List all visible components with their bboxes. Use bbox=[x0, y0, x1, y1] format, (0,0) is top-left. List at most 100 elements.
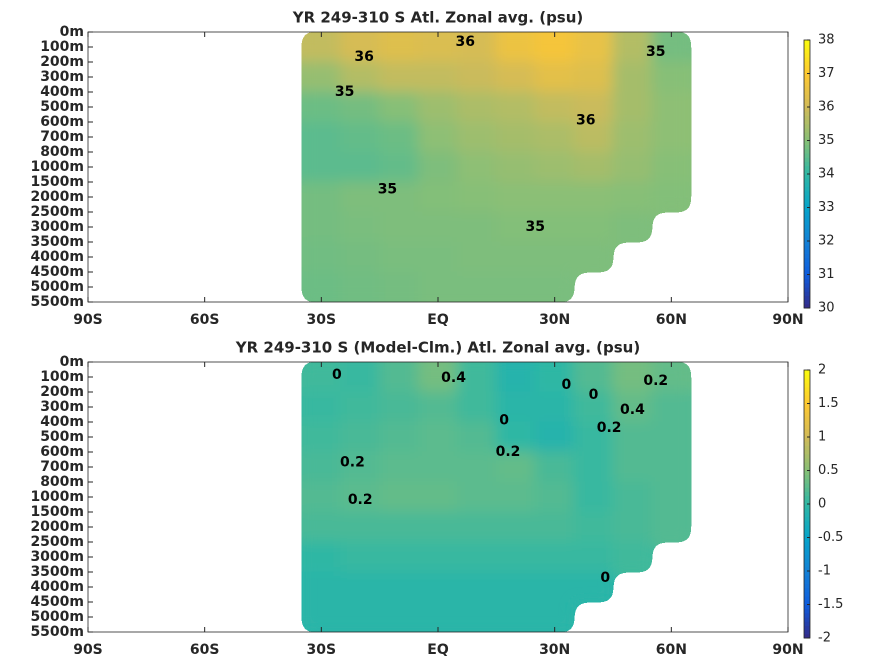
cell bbox=[651, 511, 692, 543]
contour-label: 36 bbox=[455, 34, 474, 50]
cell bbox=[651, 91, 692, 123]
colorbar-segment bbox=[804, 291, 810, 296]
colorbar-segment bbox=[804, 299, 810, 305]
colorbar-segment bbox=[804, 77, 810, 83]
cell bbox=[495, 362, 536, 393]
cell bbox=[651, 421, 692, 453]
cell bbox=[418, 151, 458, 183]
colorbar-segment bbox=[804, 111, 810, 116]
colorbar-segment bbox=[804, 81, 810, 87]
colorbar-tick-label: 1.5 bbox=[818, 396, 839, 411]
cell bbox=[534, 32, 575, 63]
cell bbox=[379, 211, 420, 243]
cell bbox=[418, 601, 458, 632]
cell bbox=[301, 181, 342, 213]
cell bbox=[340, 601, 381, 632]
y-tick-label: 3000m bbox=[30, 549, 84, 565]
cell bbox=[495, 121, 536, 153]
cell bbox=[651, 121, 692, 153]
colorbar-tick-label: -1.5 bbox=[818, 597, 843, 612]
colorbar-segment bbox=[804, 266, 810, 271]
colorbar-segment bbox=[804, 571, 810, 576]
colorbar-segment bbox=[804, 236, 810, 242]
contour-label: 0 bbox=[600, 570, 610, 586]
cell bbox=[573, 61, 614, 93]
cell bbox=[340, 571, 381, 603]
y-tick-label: 4000m bbox=[30, 249, 84, 265]
cell bbox=[379, 241, 420, 273]
y-tick-label: 400m bbox=[40, 414, 84, 430]
cell bbox=[340, 451, 381, 483]
cell bbox=[573, 241, 614, 273]
cell bbox=[379, 451, 420, 483]
colorbar-segment bbox=[804, 416, 810, 421]
y-tick-label: 700m bbox=[40, 129, 84, 145]
colorbar-tick-label: -2 bbox=[818, 631, 831, 646]
cell bbox=[340, 211, 381, 243]
colorbar-segment bbox=[804, 178, 810, 183]
colorbar-segment bbox=[804, 516, 810, 522]
colorbar-segment bbox=[804, 98, 810, 104]
cell bbox=[301, 61, 342, 93]
cell bbox=[301, 151, 342, 183]
cell bbox=[456, 91, 497, 123]
y-tick-label: 100m bbox=[40, 369, 84, 385]
colorbar-segment bbox=[804, 115, 810, 121]
colorbar-tick-label: 37 bbox=[818, 66, 835, 81]
colorbar-segment bbox=[804, 274, 810, 280]
colorbar-segment bbox=[804, 69, 810, 74]
cell bbox=[534, 451, 575, 483]
cell bbox=[612, 91, 653, 123]
contour-label: 35 bbox=[378, 182, 397, 198]
colorbar-segment bbox=[804, 558, 810, 564]
colorbar-segment bbox=[804, 591, 810, 597]
cell bbox=[612, 391, 653, 423]
colorbar-segment bbox=[804, 174, 810, 179]
y-tick-label: 700m bbox=[40, 459, 84, 475]
colorbar-segment bbox=[804, 278, 810, 284]
cell bbox=[456, 61, 497, 93]
cell bbox=[612, 121, 653, 153]
cell bbox=[612, 32, 653, 63]
colorbar-segment bbox=[804, 390, 810, 396]
cell bbox=[301, 91, 342, 123]
colorbar-segment bbox=[804, 199, 810, 204]
y-tick-label: 4000m bbox=[30, 579, 84, 595]
y-tick-label: 2500m bbox=[30, 534, 84, 550]
cell bbox=[612, 451, 653, 483]
x-tick-label: 90N bbox=[772, 642, 803, 656]
colorbar-segment bbox=[804, 44, 810, 49]
colorbar-tick-label: 34 bbox=[818, 167, 835, 182]
colorbar-segment bbox=[804, 220, 810, 225]
colorbar-segment bbox=[804, 378, 810, 384]
cell bbox=[612, 61, 653, 93]
colorbar-segment bbox=[804, 575, 810, 580]
colorbar-segment bbox=[804, 60, 810, 66]
colorbar-tick-label: 0 bbox=[818, 497, 826, 512]
y-tick-label: 4500m bbox=[30, 594, 84, 610]
field bbox=[301, 32, 692, 302]
cell bbox=[456, 32, 497, 63]
cell bbox=[418, 541, 458, 573]
cell bbox=[418, 271, 458, 302]
cell bbox=[418, 61, 458, 93]
cell bbox=[573, 181, 614, 213]
colorbar-segment bbox=[804, 403, 810, 409]
cell bbox=[573, 451, 614, 483]
colorbar-segment bbox=[804, 407, 810, 413]
cell bbox=[573, 511, 614, 543]
y-tick-label: 2500m bbox=[30, 204, 84, 220]
cell bbox=[456, 571, 497, 603]
cell bbox=[573, 151, 614, 183]
cell bbox=[418, 511, 458, 543]
cell bbox=[534, 241, 575, 273]
x-tick-label: 30N bbox=[539, 312, 570, 328]
cell bbox=[573, 32, 614, 63]
cell bbox=[495, 451, 536, 483]
cell bbox=[612, 421, 653, 453]
cell bbox=[534, 121, 575, 153]
cell bbox=[379, 151, 420, 183]
colorbar-segment bbox=[804, 295, 810, 301]
cell bbox=[379, 571, 420, 603]
cell bbox=[456, 211, 497, 243]
